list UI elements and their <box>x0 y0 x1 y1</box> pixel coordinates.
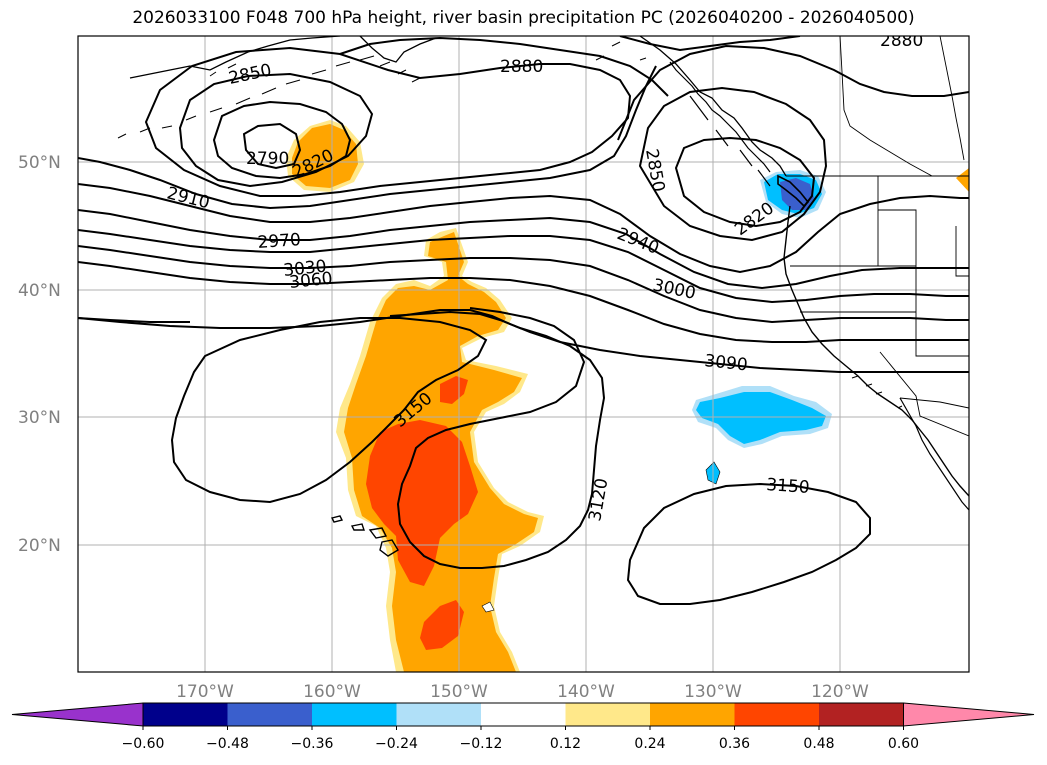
map-frame <box>77 35 970 673</box>
contour-label: 3090 <box>703 351 748 375</box>
lon-label-170W: 170°W <box>176 682 234 702</box>
contour-3150-east <box>626 482 871 605</box>
contour-label: 2790 <box>246 149 289 169</box>
contour-3030 <box>78 245 969 324</box>
colorbar-tick-label: −0.12 <box>460 736 503 752</box>
precip-shade-gulf-orange <box>292 124 358 188</box>
contour-3000 <box>78 229 969 304</box>
contour-label: 3060 <box>288 269 333 293</box>
lon-label-130W: 130°W <box>684 682 742 702</box>
coast-small-islands <box>639 57 903 409</box>
colorbar-tick-label: 0.12 <box>550 736 581 752</box>
precip-shade-plume-red-1 <box>366 420 478 586</box>
precip-shade-pnw-mid <box>780 178 814 210</box>
coast-alaska-islands <box>209 41 621 83</box>
colorbar-swatch <box>143 703 228 726</box>
precip-shading <box>286 120 969 672</box>
colorbar-swatch <box>227 703 312 726</box>
contour-2970 <box>78 209 969 290</box>
coast-aleutians <box>117 55 375 139</box>
colorbar-extend-low <box>11 702 144 727</box>
colorbar-swatch <box>396 703 481 726</box>
lon-label-140W: 140°W <box>557 682 615 702</box>
border-us-mexico <box>899 397 969 409</box>
coast-hawaii <box>330 515 399 557</box>
precip-shade-cal-sky <box>696 392 826 444</box>
precip-shade-right-edge <box>956 168 969 192</box>
lat-label-50N: 50°N <box>18 153 61 173</box>
lat-label-30N: 30°N <box>18 408 61 428</box>
contour-label: 3030 <box>282 257 327 281</box>
coast-baja <box>899 397 969 511</box>
height-contours <box>78 36 969 605</box>
lon-label-120W: 120°W <box>811 682 869 702</box>
colorbar-swatch <box>819 703 904 726</box>
colorbar-extend-high <box>903 702 1035 727</box>
coast-alaska <box>129 36 787 177</box>
precip-shade-plume-red-3 <box>420 600 464 650</box>
lon-label-160W: 160°W <box>303 682 361 702</box>
precip-shade-plume-red-2 <box>440 376 468 404</box>
colorbar-tick-label: 0.60 <box>888 736 919 752</box>
latitude-axis: 50°N 40°N 30°N 20°N <box>18 153 61 556</box>
contour-label: 2970 <box>257 230 302 253</box>
colorbar-tick-label: 0.36 <box>719 736 750 752</box>
lat-label-40N: 40°N <box>18 281 61 301</box>
map-background <box>78 36 969 672</box>
longitude-axis: 170°W 160°W 150°W 140°W 130°W 120°W <box>176 682 869 702</box>
contour-3060 <box>78 261 969 343</box>
colorbar-swatch <box>734 703 819 726</box>
lon-label-150W: 150°W <box>430 682 488 702</box>
border-us-states-2 <box>800 311 969 437</box>
colorbar-swatch <box>312 703 397 726</box>
borders <box>786 36 969 437</box>
border-alaska-canada <box>839 36 933 177</box>
contour-label: 2880 <box>500 57 543 77</box>
colorbar-tick-label: 0.48 <box>803 736 834 752</box>
contour-2850-west <box>178 72 374 188</box>
colorbar-frame <box>142 702 904 727</box>
contour-2910 <box>78 65 657 210</box>
contour-2820-east <box>674 136 816 228</box>
border-bc-alberta <box>939 36 965 161</box>
colorbar-tick-label: −0.60 <box>122 736 165 752</box>
contour-2880-east <box>617 44 969 141</box>
colorbar-tick-label: −0.36 <box>291 736 334 752</box>
map-panel: 2850 2880 2880 2790 2820 2850 2820 2910 … <box>78 31 969 672</box>
colorbar-tick-label: −0.48 <box>206 736 249 752</box>
graticule <box>78 36 969 672</box>
contour-2940 <box>78 183 969 274</box>
colorbar-swatch <box>565 703 650 726</box>
border-us-states-1 <box>790 176 969 330</box>
contour-label: 3150 <box>766 475 811 498</box>
colorbar-tick-label: 0.24 <box>634 736 665 752</box>
colorbar: −0.60 −0.48 −0.36 −0.24 −0.12 0.12 0.24 0.36 0.4… <box>11 702 1035 752</box>
contour-2850-east <box>638 86 828 242</box>
contour-3120-a <box>78 307 606 569</box>
figure-title: 2026033100 F048 700 hPa height, river ba… <box>132 8 915 28</box>
precip-shade-plume-white-gap <box>481 601 495 613</box>
contour-3120-b <box>170 317 488 504</box>
colorbar-tick-label: −0.24 <box>375 736 418 752</box>
lat-label-20N: 20°N <box>18 536 61 556</box>
contour-2880-north <box>339 36 801 97</box>
colorbar-swatch <box>650 703 735 726</box>
coastlines <box>117 36 969 557</box>
contour-2820-west <box>212 100 352 180</box>
colorbar-swatch <box>481 703 566 726</box>
contour-2790 <box>242 122 302 170</box>
contour-label: 2880 <box>880 31 923 51</box>
